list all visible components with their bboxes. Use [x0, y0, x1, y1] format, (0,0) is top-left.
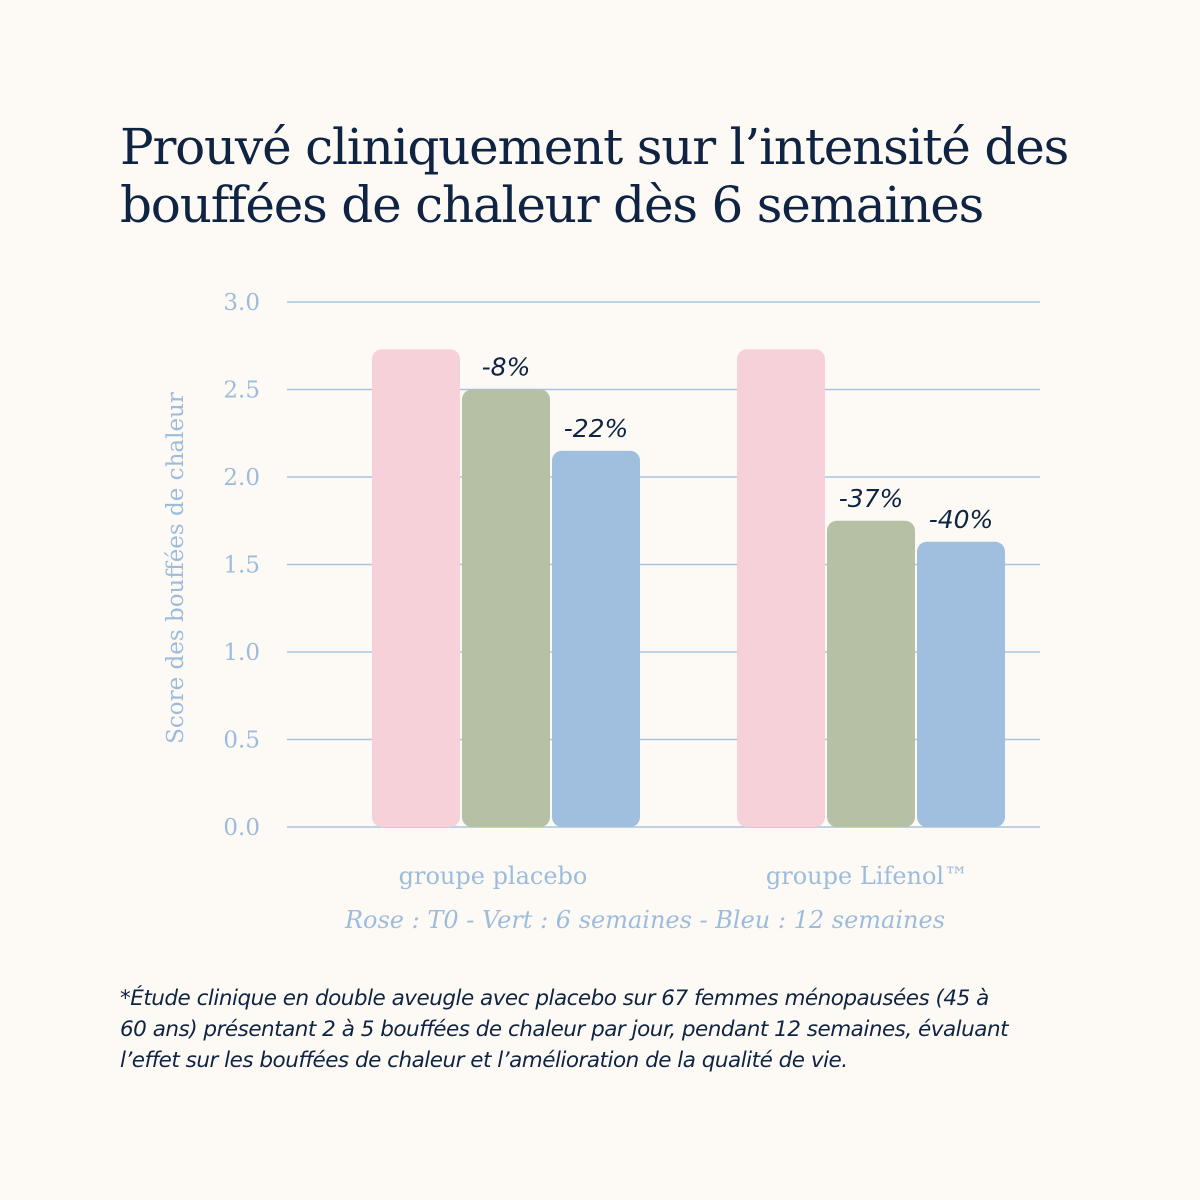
bar-value-label: -40% [929, 505, 994, 534]
y-tick-label: 2.5 [223, 378, 260, 404]
bar [552, 450, 640, 827]
category-label: groupe Lifenol™ [766, 862, 968, 890]
page-title: Prouvé cliniquement sur l’intensité des … [120, 118, 1100, 234]
bar [372, 349, 460, 827]
y-axis-label: Score des bouffées de chaleur [163, 392, 189, 744]
y-tick-label: 0.5 [223, 728, 260, 754]
footnote-line: 60 ans) présentant 2 à 5 bouffées de cha… [120, 1017, 1009, 1042]
y-tick-label: 3.0 [223, 290, 260, 316]
y-tick-label: 1.5 [223, 553, 260, 579]
bar [827, 520, 915, 827]
bar-value-label: -37% [839, 484, 904, 513]
y-tick-label: 1.0 [223, 640, 260, 666]
bar [462, 389, 550, 827]
title-line: bouffées de chaleur dès 6 semaines [120, 176, 984, 234]
footnote-line: *Étude clinique en double aveugle avec p… [120, 986, 989, 1011]
legend-note: Rose : T0 - Vert : 6 semaines - Bleu : 1… [344, 906, 945, 934]
bar [917, 541, 1005, 827]
y-tick-label: 0.0 [223, 815, 260, 841]
footnote-line: l’effet sur les bouffées de chaleur et l… [120, 1048, 848, 1073]
bar [737, 349, 825, 827]
title-line: Prouvé cliniquement sur l’intensité des [120, 118, 1069, 176]
footnote: *Étude clinique en double aveugle avec p… [120, 983, 1110, 1076]
category-label: groupe placebo [399, 862, 588, 890]
bar-value-label: -8% [482, 353, 531, 382]
y-tick-label: 2.0 [223, 465, 260, 491]
bar-chart: 0.0 0.5 1.0 1.5 2.0 2.5 3.0 Score des bouffées … [163, 290, 1040, 934]
bar-value-label: -22% [564, 414, 629, 443]
